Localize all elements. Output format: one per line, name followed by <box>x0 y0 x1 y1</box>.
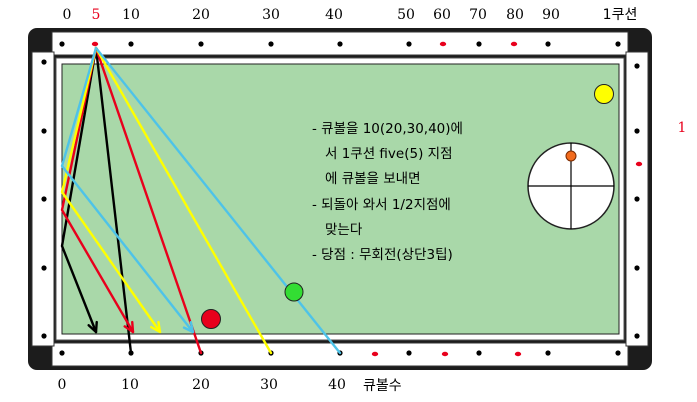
path-yellow-cue-shot <box>94 46 273 355</box>
diamond-right-0 <box>634 63 640 69</box>
top-scale-label-90: 90 <box>542 7 560 23</box>
green-ball <box>284 282 304 302</box>
yellow-ball <box>594 84 614 104</box>
diamond-bottom-0 <box>59 350 65 356</box>
diamond-top-3 <box>268 41 274 47</box>
diamond-right-3 <box>634 265 640 271</box>
marker-bottom-red-2 <box>514 351 522 357</box>
top-scale-label-10: 10 <box>122 7 140 23</box>
diamond-bottom-8 <box>615 350 621 356</box>
diamond-bottom-6 <box>476 350 482 356</box>
diamond-top-5 <box>406 41 412 47</box>
diamond-left-1 <box>41 128 47 134</box>
bottom-scale-label-10: 10 <box>121 377 139 393</box>
diamond-right-4 <box>634 333 640 339</box>
ball-paths <box>60 46 342 355</box>
bottom-caption-cue-ball-number: 큐볼수 <box>363 378 402 394</box>
bottom-scale-label-40: 40 <box>328 377 346 393</box>
top-scale-label-30: 30 <box>262 7 280 23</box>
top-scale-label-50: 50 <box>397 7 415 23</box>
marker-top-red-1 <box>510 41 518 47</box>
top-scale-label-first-cushion: 1쿠션 <box>603 7 638 23</box>
diamond-left-2 <box>41 196 47 202</box>
path-red-return <box>60 46 135 334</box>
note-line-3: 에 큐볼을 보내면 <box>325 171 421 187</box>
top-scale-label-40: 40 <box>325 7 343 23</box>
top-scale-label-5: 5 <box>92 7 101 23</box>
path-yellow-return-arrowhead <box>150 320 162 334</box>
explanation-notes: - 큐볼을 10(20,30,40)에 서 1쿠션 five(5) 지점 에 큐… <box>312 121 463 263</box>
path-blue-return-arrowhead <box>182 321 195 334</box>
bottom-scale: 0 10 20 30 40 큐볼수 <box>58 377 402 394</box>
bottom-scale-label-30: 30 <box>260 377 278 393</box>
diamond-left-0 <box>41 59 47 65</box>
path-blue-cue-shot <box>94 46 342 355</box>
diamonds <box>41 41 643 357</box>
diamond-top-4 <box>337 41 343 47</box>
path-red-return-arrowhead <box>123 320 135 334</box>
top-scale: 0 5 10 20 30 40 50 60 70 80 90 1쿠션 <box>63 7 638 23</box>
path-blue-return <box>60 46 195 334</box>
path-black-return <box>60 46 98 334</box>
bottom-scale-label-0: 0 <box>58 377 67 393</box>
note-line-2: 서 1쿠션 five(5) 지점 <box>325 146 452 162</box>
red-ball <box>201 309 221 329</box>
diamond-top-1 <box>128 41 134 47</box>
top-scale-label-80: 80 <box>506 7 524 23</box>
diamond-top-7 <box>545 41 551 47</box>
top-scale-label-60: 60 <box>433 7 451 23</box>
path-red-cue-shot <box>94 46 203 355</box>
marker-top-red-0 <box>439 41 447 47</box>
right-side-label: 1 <box>678 120 687 136</box>
note-line-1: - 큐볼을 10(20,30,40)에 <box>312 121 463 137</box>
path-black-cue-shot <box>94 46 133 355</box>
marker-right-red <box>635 161 643 167</box>
path-yellow-return <box>60 46 162 334</box>
note-line-6: - 당점 : 무회전(상단3팁) <box>312 247 453 263</box>
cue-tip-diagram <box>527 142 615 230</box>
diamond-top-8 <box>615 41 621 47</box>
table-felt <box>61 63 620 335</box>
table <box>28 28 652 370</box>
path-black-return-arrowhead <box>87 320 98 334</box>
note-line-5: 맞는다 <box>325 222 363 238</box>
diamond-left-3 <box>41 265 47 271</box>
marker-top-five <box>91 41 99 47</box>
marker-bottom-red-0 <box>371 351 379 357</box>
diamond-right-2 <box>634 196 640 202</box>
cue-tip-dot <box>565 150 577 162</box>
diamond-top-6 <box>476 41 482 47</box>
top-scale-label-70: 70 <box>469 7 487 23</box>
diamond-bottom-5 <box>406 350 412 356</box>
diamond-bottom-7 <box>545 350 551 356</box>
balls <box>201 84 614 329</box>
diamond-right-1 <box>634 128 640 134</box>
diamond-top-2 <box>198 41 204 47</box>
marker-bottom-red-1 <box>441 351 449 357</box>
note-line-4: - 되돌아 와서 1/2지점에 <box>312 197 451 213</box>
top-scale-label-0: 0 <box>63 7 72 23</box>
top-scale-label-20: 20 <box>192 7 210 23</box>
bottom-scale-label-20: 20 <box>192 377 210 393</box>
diamond-top-0 <box>59 41 65 47</box>
diamond-left-4 <box>41 333 47 339</box>
